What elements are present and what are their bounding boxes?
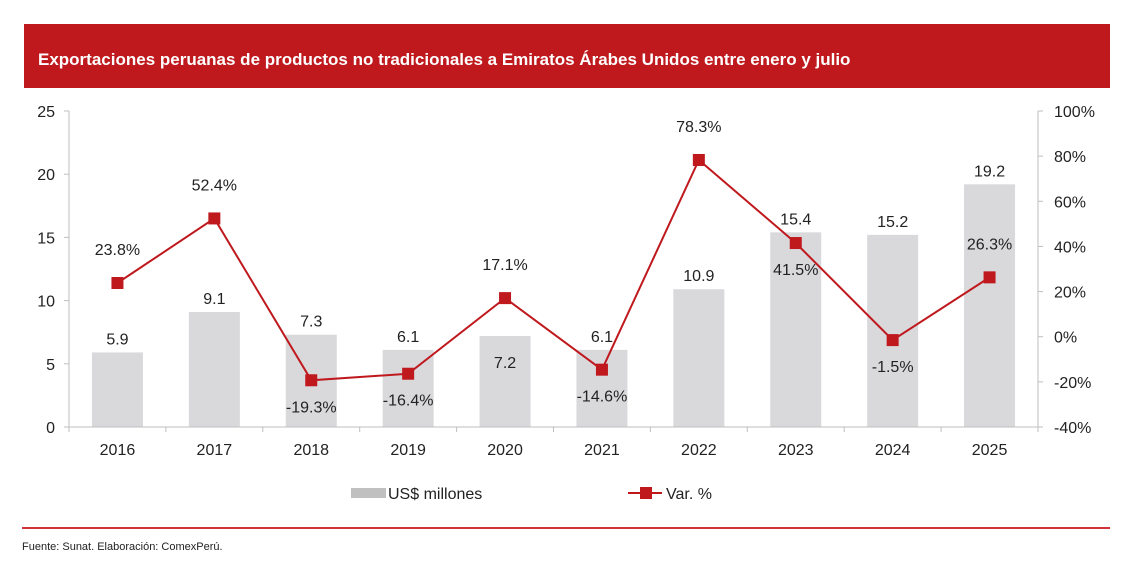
right-tick-label: 20% (1054, 285, 1086, 302)
bar-value-label: 19.2 (974, 163, 1005, 180)
right-tick-label: 100% (1054, 104, 1095, 121)
right-tick-label: 60% (1054, 194, 1086, 211)
var-value-label: -1.5% (872, 359, 914, 376)
bar (867, 234, 919, 427)
var-marker (886, 334, 899, 347)
var-value-label: 23.8% (95, 242, 140, 259)
var-marker (595, 363, 608, 376)
x-tick-label: 2021 (584, 442, 620, 459)
x-tick-label: 2016 (100, 442, 136, 459)
var-marker (111, 276, 124, 289)
bar-value-label: 10.9 (683, 268, 714, 285)
var-marker (983, 271, 996, 284)
bar (964, 184, 1016, 427)
right-tick-label: 0% (1054, 330, 1077, 347)
var-value-label: -16.4% (383, 393, 434, 410)
legend-bar-swatch (351, 488, 386, 498)
var-value-label: 41.5% (773, 262, 818, 279)
x-tick-label: 2024 (875, 442, 911, 459)
bar-value-label: 15.2 (877, 214, 908, 231)
bar (673, 289, 725, 427)
var-line (116, 158, 991, 382)
source-note: Fuente: Sunat. Elaboración: ComexPerú. (22, 541, 223, 553)
bar-value-label: 7.3 (300, 314, 322, 331)
left-tick-label: 20 (37, 167, 55, 184)
var-value-label: 52.4% (192, 177, 237, 194)
bar (770, 232, 822, 427)
left-tick-label: 15 (37, 230, 55, 247)
x-tick-label: 2022 (681, 442, 717, 459)
bar (382, 349, 434, 427)
bar (188, 311, 240, 427)
right-tick-label: 40% (1054, 239, 1086, 256)
x-tick-label: 2018 (293, 442, 329, 459)
bar-value-label: 15.4 (780, 211, 811, 228)
x-tick-label: 2023 (778, 442, 814, 459)
left-tick-label: 25 (37, 104, 55, 121)
left-tick-label: 10 (37, 294, 55, 311)
bar-value-label: 6.1 (591, 329, 613, 346)
bar (91, 352, 143, 427)
right-tick-label: -20% (1054, 375, 1091, 392)
var-marker (789, 237, 802, 250)
x-tick-label: 2025 (972, 442, 1008, 459)
bar-value-label: 9.1 (203, 291, 225, 308)
x-tick-label: 2019 (390, 442, 426, 459)
legend-line-label: Var. % (666, 486, 712, 503)
chart: 0510152025-40%-20%0%20%40%60%80%100%2016… (37, 104, 1095, 503)
footer-divider (22, 527, 1110, 529)
right-tick-label: 80% (1054, 149, 1086, 166)
title-bar: Exportaciones peruanas de productos no t… (24, 24, 1110, 88)
var-value-label: -19.3% (286, 399, 337, 416)
x-tick-label: 2020 (487, 442, 523, 459)
left-tick-label: 5 (46, 357, 55, 374)
bar-value-label: 6.1 (397, 329, 419, 346)
right-tick-label: -40% (1054, 420, 1091, 437)
var-marker (499, 292, 512, 305)
bar (479, 335, 531, 427)
bar-value-label: 7.2 (494, 355, 516, 372)
left-tick-label: 0 (46, 420, 55, 437)
x-tick-label: 2017 (197, 442, 233, 459)
var-marker (692, 153, 705, 166)
var-value-label: -14.6% (577, 389, 628, 406)
var-marker (305, 374, 318, 387)
legend-bar-label: US$ millones (388, 486, 482, 503)
bar-value-label: 5.9 (106, 331, 128, 348)
legend-line-marker (640, 487, 652, 499)
var-value-label: 26.3% (967, 236, 1012, 253)
var-value-label: 17.1% (482, 257, 527, 274)
var-value-label: 78.3% (676, 119, 721, 136)
bar (576, 349, 628, 427)
var-marker (402, 367, 415, 380)
var-marker (208, 212, 221, 225)
chart-title: Exportaciones peruanas de productos no t… (38, 50, 851, 69)
